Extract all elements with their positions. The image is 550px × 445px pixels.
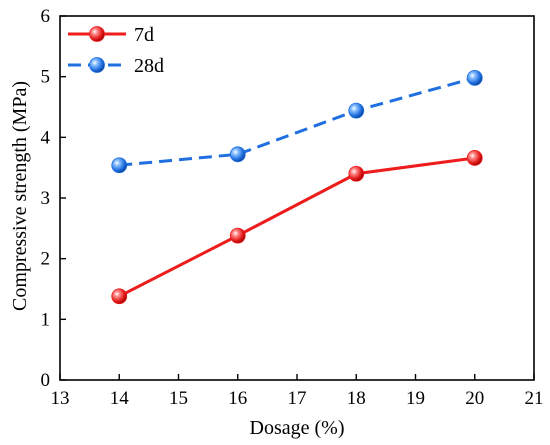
x-tick-label: 13 [51,388,70,409]
x-tick-label: 14 [110,388,130,409]
series-line-28d [119,76,476,167]
x-tick-label: 17 [288,388,307,409]
legend-marker-28d [89,57,105,73]
plot-frame [59,15,535,381]
legend-marker-7d [89,26,105,42]
x-tick-label: 16 [228,388,247,409]
y-axis-title: Compressive strength (MPa) [9,81,31,311]
x-tick-label: 20 [465,388,484,409]
data-point-7d [466,150,483,166]
data-point-28d [229,146,246,163]
axes: 13 14 15 16 17 18 19 20 21 0 1 2 3 4 5 6 [41,6,544,409]
data-point-7d [229,227,246,244]
y-tick-label: 2 [41,249,51,270]
x-tick-label: 18 [347,388,366,409]
x-tick-label: 15 [169,388,188,409]
data-point-28d [348,102,365,119]
y-tick-label: 5 [41,67,51,88]
legend-label-28d: 28d [134,55,164,77]
data-point-28d [111,157,128,174]
series-line-7d [118,156,475,298]
y-tick-label: 3 [41,188,51,209]
x-tick-label: 19 [406,388,425,409]
legend-label-7d: 7d [134,24,154,46]
x-tick-label: 21 [525,388,544,409]
data-point-7d [111,288,128,305]
series-layer [111,69,483,305]
x-axis-title: Dosage (%) [250,417,345,439]
data-point-7d [348,165,365,182]
y-tick-label: 4 [41,127,51,148]
y-tick-label: 6 [41,6,51,27]
y-tick-label: 1 [41,309,51,330]
y-tick-label: 0 [41,370,51,391]
data-point-28d [466,69,483,86]
